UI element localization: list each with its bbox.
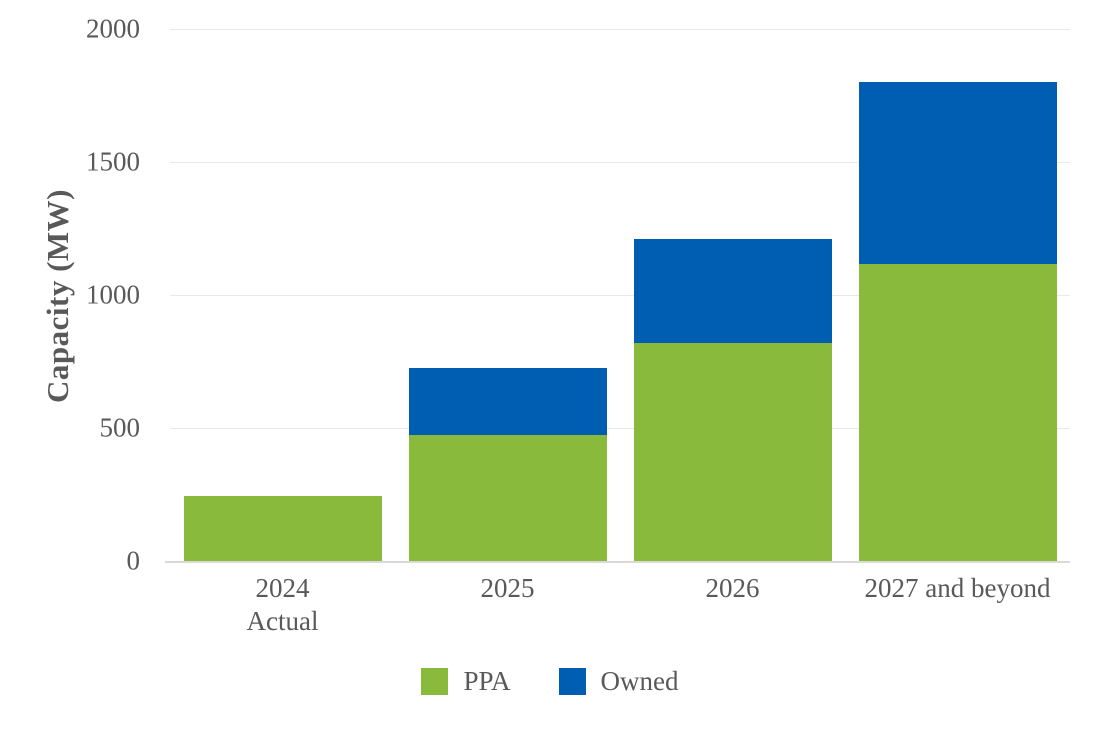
bar-segment-ppa-0 <box>183 495 382 561</box>
y-tick-label-1500: 1500 <box>86 146 140 177</box>
x-tick-label-2: 2026 <box>620 572 845 605</box>
x-axis-labels: 2024 Actual 2025 2026 2027 and beyond <box>170 572 1070 642</box>
x-tick-label-line: 2027 and beyond <box>864 573 1051 603</box>
x-axis-line <box>165 561 1070 563</box>
legend-swatch-ppa <box>421 668 449 695</box>
x-tick-label-1: 2025 <box>395 572 620 605</box>
bar-segment-owned-2 <box>633 239 832 343</box>
x-tick-label-3: 2027 and beyond <box>845 572 1070 605</box>
x-tick-label-0: 2024 Actual <box>170 572 395 638</box>
plot-area <box>165 29 1070 563</box>
x-tick-label-line: 2025 <box>480 573 535 603</box>
gridline-1000 <box>170 295 1070 296</box>
bar-segment-ppa-3 <box>858 264 1057 561</box>
gridline-2000 <box>170 29 1070 30</box>
x-tick-label-line: 2026 <box>705 573 760 603</box>
legend-label-ppa: PPA <box>463 666 511 696</box>
bar-segment-ppa-2 <box>633 342 832 561</box>
bar-segment-ppa-1 <box>408 434 607 561</box>
x-tick-label-line: Actual <box>246 606 319 636</box>
y-tick-label-1000: 1000 <box>86 279 140 310</box>
y-axis-ticks: 0 500 1000 1500 2000 <box>0 15 141 574</box>
bar-segment-owned-1 <box>408 368 607 435</box>
legend: PPA Owned <box>0 668 1100 695</box>
y-tick-label-2000: 2000 <box>86 13 140 44</box>
y-tick-label-0: 0 <box>126 545 141 576</box>
x-tick-label-line: 2024 <box>255 573 310 603</box>
gridline-500 <box>170 428 1070 429</box>
legend-item-owned: Owned <box>558 666 679 696</box>
legend-label-owned: Owned <box>600 666 679 696</box>
bar-segment-owned-3 <box>858 82 1057 265</box>
y-tick-label-500: 500 <box>99 412 141 443</box>
legend-item-ppa: PPA <box>421 666 511 696</box>
legend-swatch-owned <box>558 668 586 695</box>
gridline-1500 <box>170 162 1070 163</box>
